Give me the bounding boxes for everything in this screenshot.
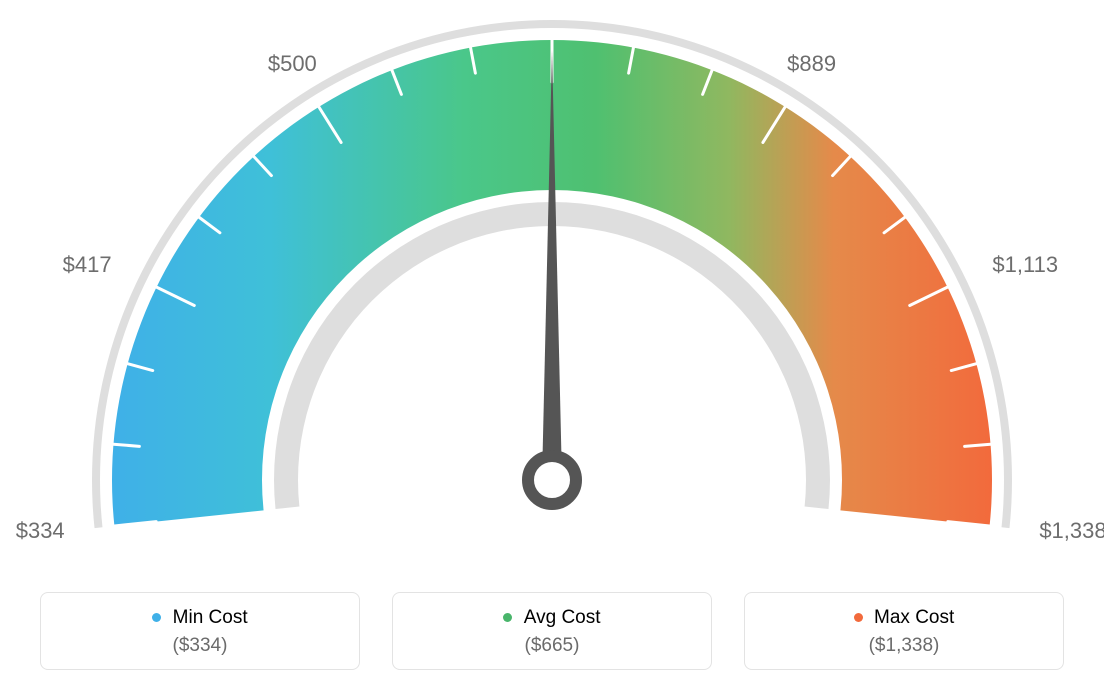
- gauge-tick-label: $334: [16, 518, 65, 544]
- gauge-tick-label: $417: [63, 252, 112, 278]
- dot-icon: [152, 613, 161, 622]
- gauge-tick-label: $889: [787, 51, 836, 77]
- legend-value: ($1,338): [755, 635, 1053, 657]
- legend-label: Avg Cost: [524, 607, 601, 628]
- legend-card-min: Min Cost ($334): [40, 592, 360, 670]
- dot-icon: [854, 613, 863, 622]
- gauge-tick-label: $1,113: [992, 252, 1058, 278]
- legend-label: Min Cost: [173, 607, 248, 628]
- gauge-tick-label: $1,338: [1039, 518, 1104, 544]
- gauge-tick-label: $500: [268, 51, 317, 77]
- legend-card-avg: Avg Cost ($665): [392, 592, 712, 670]
- legend-label: Max Cost: [874, 607, 954, 628]
- legend-value: ($334): [51, 635, 349, 657]
- dot-icon: [503, 613, 512, 622]
- legend: Min Cost ($334) Avg Cost ($665) Max Cost…: [0, 592, 1104, 670]
- legend-value: ($665): [403, 635, 701, 657]
- cost-gauge: [0, 0, 1104, 560]
- legend-card-max: Max Cost ($1,338): [744, 592, 1064, 670]
